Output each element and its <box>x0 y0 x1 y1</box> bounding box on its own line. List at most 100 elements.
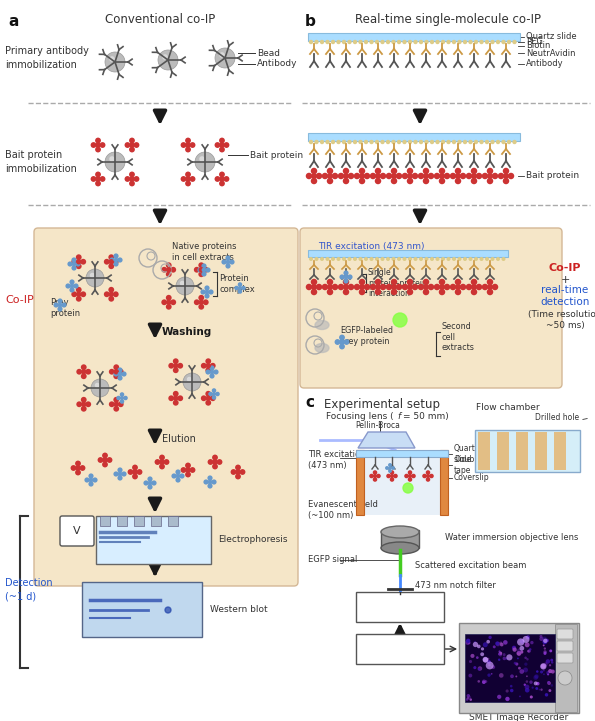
Circle shape <box>487 660 491 664</box>
Circle shape <box>510 689 513 692</box>
Circle shape <box>132 469 137 474</box>
Circle shape <box>71 259 77 265</box>
Circle shape <box>402 257 406 261</box>
FancyBboxPatch shape <box>356 450 364 515</box>
Circle shape <box>320 140 324 144</box>
Circle shape <box>76 296 82 301</box>
Circle shape <box>548 669 552 673</box>
Circle shape <box>102 461 108 467</box>
Circle shape <box>117 376 123 381</box>
FancyBboxPatch shape <box>516 432 528 470</box>
Circle shape <box>375 279 381 286</box>
Circle shape <box>408 470 412 474</box>
Text: Scattered excitation beam: Scattered excitation beam <box>415 560 527 570</box>
Circle shape <box>180 467 186 473</box>
Circle shape <box>473 642 478 647</box>
Circle shape <box>205 400 211 406</box>
Circle shape <box>418 284 424 291</box>
Text: SMET Image Recorder: SMET Image Recorder <box>469 714 569 721</box>
Circle shape <box>224 176 230 182</box>
Circle shape <box>402 140 407 144</box>
Circle shape <box>129 172 135 177</box>
Circle shape <box>306 173 312 180</box>
Circle shape <box>190 142 195 148</box>
Circle shape <box>546 659 550 663</box>
Circle shape <box>543 639 547 643</box>
Circle shape <box>129 146 135 152</box>
Circle shape <box>219 52 225 58</box>
Circle shape <box>414 257 418 261</box>
Circle shape <box>105 152 125 172</box>
Circle shape <box>452 140 456 144</box>
Circle shape <box>173 358 178 364</box>
Circle shape <box>524 663 528 665</box>
Circle shape <box>118 472 123 477</box>
Circle shape <box>201 271 206 277</box>
Text: Real-time single-molecule co-IP: Real-time single-molecule co-IP <box>355 13 541 26</box>
Circle shape <box>114 402 119 407</box>
Circle shape <box>235 464 241 470</box>
FancyBboxPatch shape <box>364 457 440 515</box>
Text: V: V <box>73 526 81 536</box>
Circle shape <box>121 371 127 376</box>
Circle shape <box>311 168 317 174</box>
Circle shape <box>423 168 429 174</box>
Circle shape <box>483 642 488 647</box>
FancyBboxPatch shape <box>535 432 547 470</box>
Circle shape <box>109 257 115 262</box>
Circle shape <box>430 140 434 144</box>
Circle shape <box>407 168 414 174</box>
Circle shape <box>117 475 123 481</box>
Circle shape <box>334 339 340 345</box>
Circle shape <box>534 674 538 678</box>
Circle shape <box>471 654 474 658</box>
Text: Biotin: Biotin <box>526 42 550 50</box>
Circle shape <box>148 477 152 482</box>
Circle shape <box>543 640 547 645</box>
Circle shape <box>503 168 509 174</box>
Text: Antibody: Antibody <box>526 60 563 68</box>
Circle shape <box>512 140 516 144</box>
FancyBboxPatch shape <box>356 450 448 457</box>
Circle shape <box>375 168 381 174</box>
Circle shape <box>347 173 354 180</box>
Circle shape <box>109 369 115 375</box>
Circle shape <box>212 454 218 461</box>
Circle shape <box>71 257 77 262</box>
Circle shape <box>89 482 93 487</box>
Circle shape <box>392 257 396 261</box>
Circle shape <box>108 263 114 269</box>
Circle shape <box>390 470 394 474</box>
Circle shape <box>525 685 530 689</box>
Circle shape <box>359 178 365 185</box>
FancyBboxPatch shape <box>440 450 448 515</box>
Circle shape <box>477 680 480 683</box>
Circle shape <box>385 466 389 470</box>
Circle shape <box>76 369 82 375</box>
Circle shape <box>536 671 538 673</box>
Circle shape <box>539 637 544 641</box>
Circle shape <box>540 671 543 673</box>
FancyBboxPatch shape <box>557 629 573 639</box>
Circle shape <box>108 287 114 293</box>
Circle shape <box>332 284 338 291</box>
Circle shape <box>550 684 553 686</box>
Circle shape <box>203 267 209 273</box>
Circle shape <box>133 176 139 182</box>
Circle shape <box>104 259 109 265</box>
Circle shape <box>393 474 398 478</box>
Circle shape <box>185 138 191 143</box>
Text: Quartz slide: Quartz slide <box>526 32 577 42</box>
Circle shape <box>81 369 86 374</box>
Circle shape <box>408 140 412 144</box>
Circle shape <box>71 465 76 471</box>
Circle shape <box>520 650 524 654</box>
Circle shape <box>108 291 114 297</box>
Circle shape <box>180 474 184 479</box>
Circle shape <box>512 646 516 650</box>
Circle shape <box>471 173 477 179</box>
Circle shape <box>429 474 434 478</box>
Circle shape <box>70 280 74 285</box>
Circle shape <box>455 173 461 179</box>
Circle shape <box>76 255 82 260</box>
